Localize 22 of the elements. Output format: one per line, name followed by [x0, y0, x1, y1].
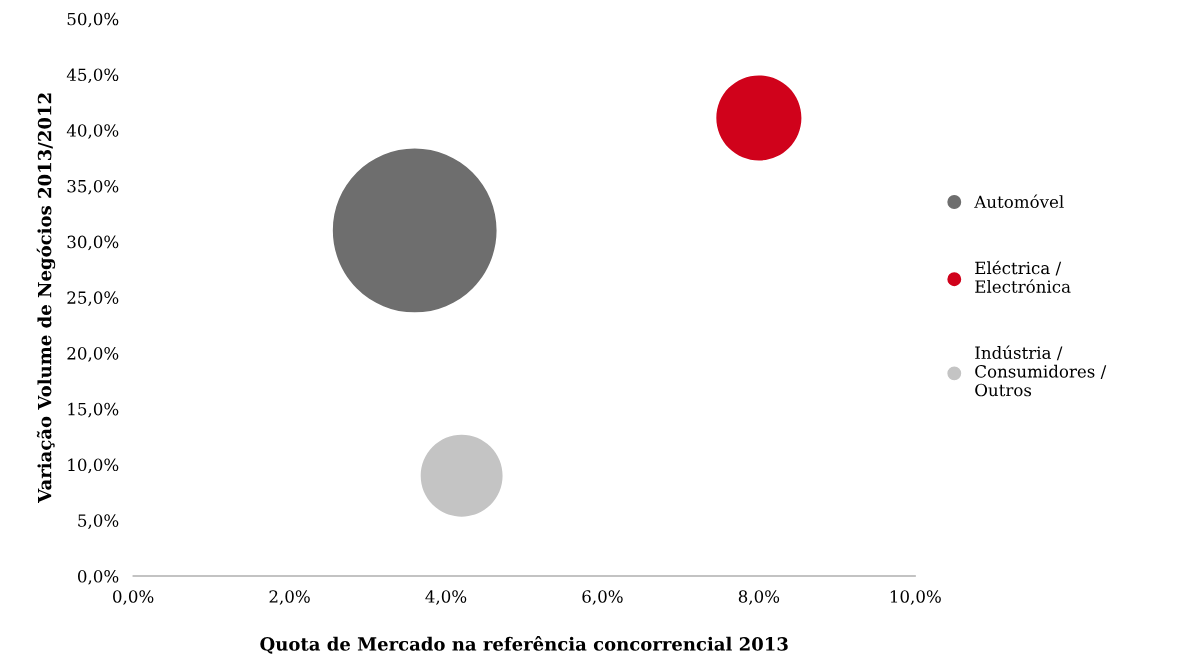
y-tick-label: 50,0%	[67, 12, 119, 28]
legend-label: Eléctrica / Electrónica	[975, 260, 1071, 293]
y-tick-label: 30,0%	[67, 235, 119, 251]
legend-label: Indústria / Consumidores / Outros	[975, 345, 1107, 397]
y-tick-label: 10,0%	[68, 458, 119, 474]
y-tick-label: 35,0%	[67, 179, 119, 195]
x-axis-title: Quota de Mercado na referência concorrencial 2013	[260, 636, 788, 654]
y-tick-label: 25,0%	[67, 291, 119, 306]
x-tick-label: 2,0%	[269, 590, 310, 605]
x-tick-label: 0,0%	[113, 590, 154, 605]
y-tick-label: 20,0%	[67, 347, 119, 362]
y-tick-label: 15,0%	[68, 402, 119, 418]
y-axis-title: Variação Volume de Negócios 2013/2012	[36, 93, 56, 503]
y-tick-label: 40,0%	[66, 124, 119, 139]
x-tick-label: 10,0%	[890, 590, 941, 605]
y-tick-label: 45,0%	[66, 68, 119, 84]
x-tick-label: 4,0%	[425, 590, 467, 605]
y-tick-label: 0,0%	[77, 569, 119, 585]
x-tick-label: 8,0%	[738, 590, 780, 605]
legend-label: Automóvel	[974, 194, 1064, 209]
x-tick-label: 6,0%	[582, 590, 623, 605]
y-tick-label: 5,0%	[78, 514, 119, 529]
